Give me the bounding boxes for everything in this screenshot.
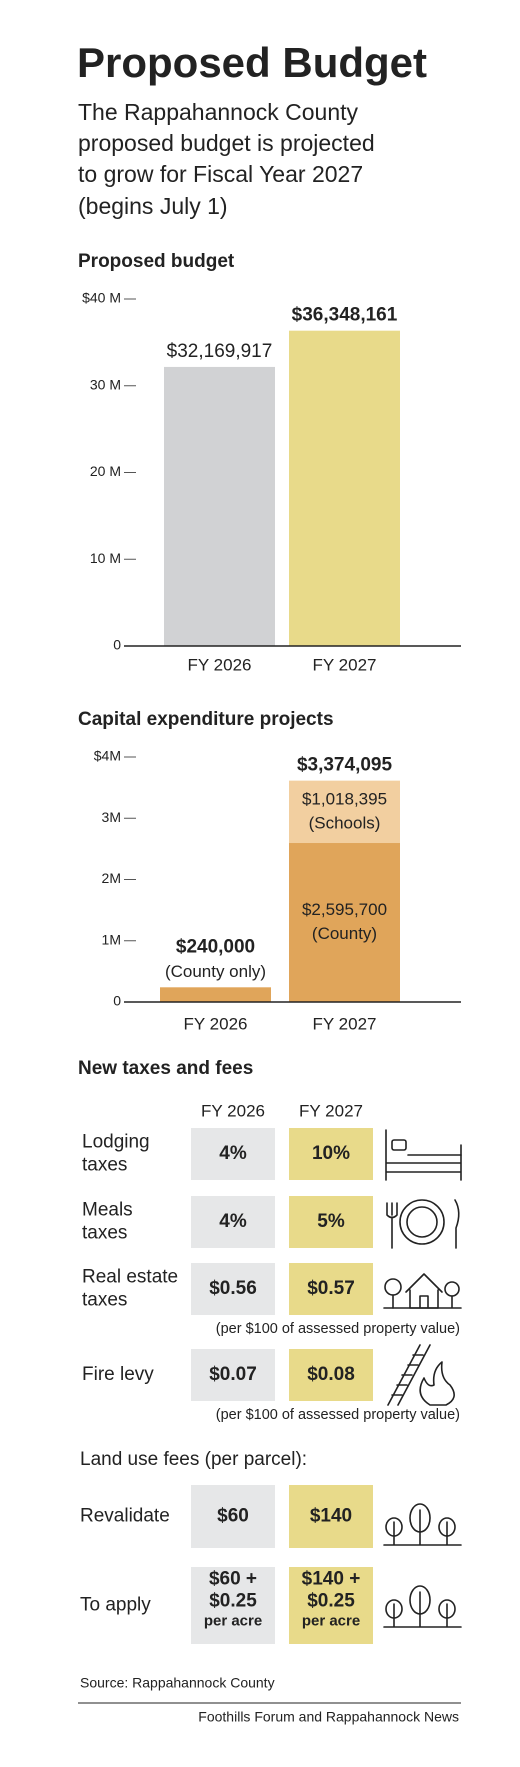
bar-segment	[289, 843, 400, 1002]
value-box	[289, 1567, 373, 1644]
y-tick-label: $4M	[94, 748, 121, 764]
value-text: $0.08	[307, 1364, 355, 1385]
column-header: FY 2027	[299, 1101, 363, 1120]
total-label: $240,000	[176, 936, 255, 957]
row-label: taxes	[82, 1290, 127, 1311]
value-text: 4%	[219, 1211, 247, 1232]
value-label: $36,348,161	[292, 305, 398, 326]
value-box	[191, 1128, 275, 1180]
value-box	[191, 1567, 275, 1644]
bar	[164, 366, 275, 646]
y-tick-label: 10 M	[90, 550, 121, 566]
value-text: $60	[217, 1506, 249, 1527]
x-tick-label: FY 2027	[313, 1014, 377, 1033]
y-tick-label: 1M	[102, 931, 121, 947]
value-box	[191, 1349, 275, 1401]
bar	[289, 330, 400, 646]
segment-label: $1,018,395	[302, 789, 387, 808]
row-label: taxes	[82, 1223, 127, 1244]
credit: Foothills Forum and Rappahannock News	[198, 1709, 459, 1725]
row-label: Lodging	[82, 1132, 150, 1153]
value-text: $140 +	[302, 1569, 361, 1590]
section-title: Land use fees (per parcel):	[80, 1449, 307, 1470]
value-box	[289, 1349, 373, 1401]
source: Source: Rappahannock County	[80, 1675, 275, 1691]
x-tick-label: FY 2026	[184, 1014, 248, 1033]
row-label: taxes	[82, 1155, 127, 1176]
value-box	[191, 1196, 275, 1248]
y-tick-label: 30 M	[90, 376, 121, 392]
row-label: To apply	[80, 1595, 151, 1616]
y-tick-label: 2M	[102, 870, 121, 886]
y-tick-label: 0	[113, 637, 121, 653]
row-note: (per $100 of assessed property value)	[216, 1321, 460, 1337]
bar-segment	[289, 780, 400, 844]
value-text: 10%	[312, 1143, 350, 1164]
y-tick-label: 20 M	[90, 463, 121, 479]
row-label: Real estate	[82, 1267, 178, 1288]
value-text: $0.25	[209, 1591, 257, 1612]
ladder-fire-icon	[387, 1344, 455, 1406]
subtitle: proposed budget is projected	[78, 130, 375, 156]
x-tick-label: FY 2026	[188, 655, 252, 674]
segment-label: $2,595,700	[302, 900, 387, 919]
row-label: Meals	[82, 1200, 133, 1221]
row-label: Revalidate	[80, 1506, 170, 1527]
row-label: Fire levy	[82, 1364, 154, 1385]
chart-title: Proposed budget	[78, 251, 235, 272]
subtitle: The Rappahannock County	[78, 99, 359, 125]
value-text: $0.57	[307, 1278, 355, 1299]
y-tick-label: $40 M	[82, 290, 121, 306]
total-label: $3,374,095	[297, 755, 393, 776]
value-text: $60 +	[209, 1569, 257, 1590]
value-text: 4%	[219, 1143, 247, 1164]
section-title: New taxes and fees	[78, 1058, 253, 1079]
row-note: (per $100 of assessed property value)	[216, 1407, 460, 1423]
value-text: per acre	[302, 1612, 360, 1629]
value-text: per acre	[204, 1612, 262, 1629]
segment-note: (County)	[312, 924, 377, 943]
value-box	[289, 1485, 373, 1548]
subtitle: to grow for Fiscal Year 2027	[78, 161, 363, 187]
bed-icon	[385, 1129, 462, 1181]
bar-note: (County only)	[165, 962, 266, 981]
trees-icon	[383, 1503, 462, 1546]
value-text: $140	[310, 1506, 352, 1527]
house-trees-icon	[383, 1273, 462, 1309]
value-box	[191, 1485, 275, 1548]
value-text: $0.25	[307, 1591, 355, 1612]
value-label: $32,169,917	[167, 341, 273, 362]
value-box	[289, 1263, 373, 1315]
value-text: $0.56	[209, 1278, 257, 1299]
value-text: 5%	[317, 1211, 345, 1232]
bar-segment	[160, 987, 271, 1002]
value-box	[289, 1128, 373, 1180]
subtitle: (begins July 1)	[78, 193, 228, 219]
x-tick-label: FY 2027	[313, 655, 377, 674]
title: Proposed Budget	[77, 39, 427, 86]
value-box	[191, 1263, 275, 1315]
plate-icon	[386, 1199, 460, 1249]
value-text: $0.07	[209, 1364, 257, 1385]
y-tick-label: 0	[113, 993, 121, 1009]
column-header: FY 2026	[201, 1101, 265, 1120]
chart-title: Capital expenditure projects	[78, 709, 334, 730]
y-tick-label: 3M	[102, 809, 121, 825]
value-box	[289, 1196, 373, 1248]
segment-note: (Schools)	[309, 813, 381, 832]
trees-icon	[383, 1585, 462, 1628]
